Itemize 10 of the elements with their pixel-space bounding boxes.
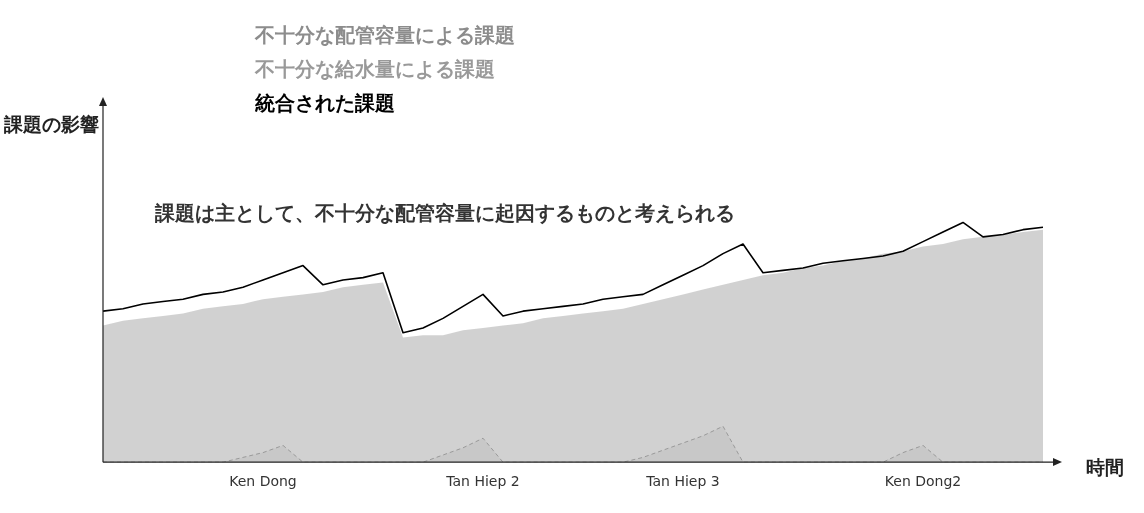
x-tick-label: Tan Hiep 3 — [645, 473, 720, 490]
text: 不十分な配管容量による課題 — [255, 22, 515, 49]
text: 不十分な給水量による課題 — [255, 56, 496, 83]
x-tick-label: Ken Dong2 — [884, 473, 962, 490]
x-axis-title: 時間 — [1086, 455, 1124, 480]
annotation: 課題は主として、不十分な配管容量に起因するものと考えられる — [155, 200, 735, 227]
x-tick-label: Ken Dong — [229, 473, 297, 490]
y-axis-title: 課題の影響 — [4, 112, 99, 137]
x-tick-label: Tan Hiep 2 — [445, 473, 520, 490]
text: 統合された課題 — [255, 90, 396, 117]
